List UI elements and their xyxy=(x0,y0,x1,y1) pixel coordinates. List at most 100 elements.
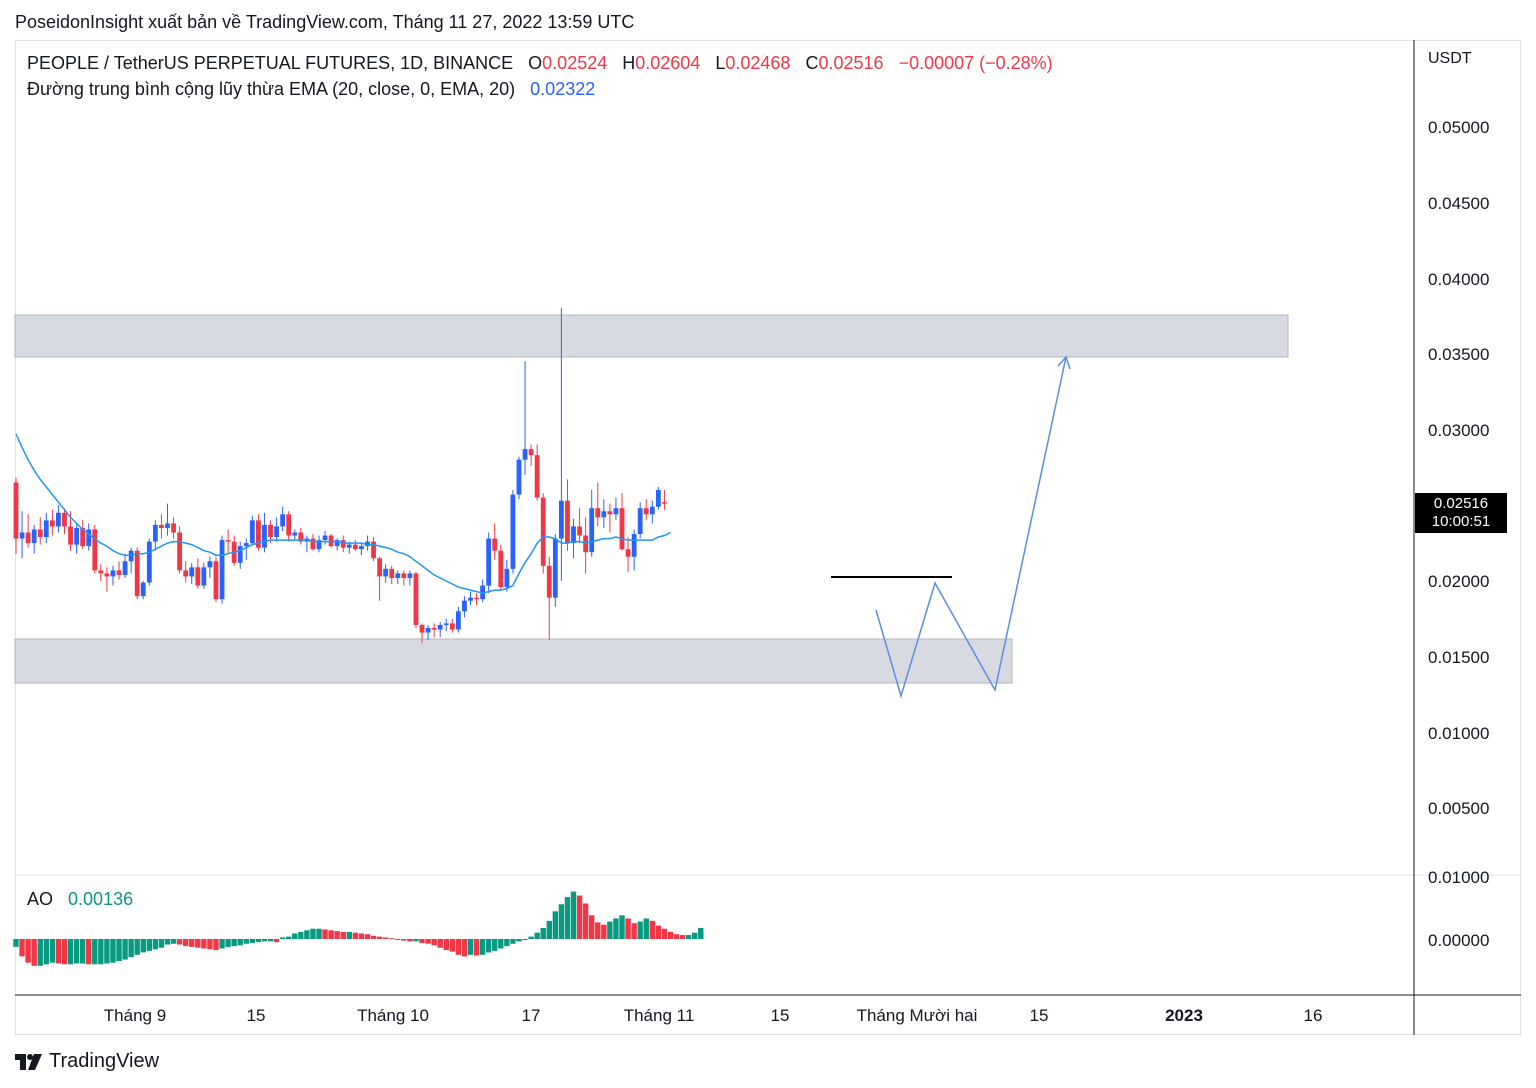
ao-bar xyxy=(195,939,201,948)
ao-bar xyxy=(407,939,413,942)
ao-bar xyxy=(55,939,62,964)
candle-body xyxy=(237,546,243,563)
time-tick: 15 xyxy=(1030,1006,1049,1025)
projection-path[interactable] xyxy=(875,356,1067,699)
ao-bar xyxy=(279,937,286,939)
ao-bar xyxy=(467,939,474,955)
time-tick: Tháng 11 xyxy=(624,1006,695,1025)
candle-body xyxy=(110,570,116,577)
ao-bar xyxy=(655,925,662,939)
candle-body xyxy=(352,544,358,550)
symbol-legend[interactable]: PEOPLE / TetherUS PERPETUAL FUTURES, 1D,… xyxy=(27,53,1053,74)
candle-body xyxy=(662,502,667,504)
ao-bar xyxy=(158,939,165,948)
candle-body xyxy=(419,624,425,633)
ao-bar xyxy=(582,903,589,939)
ao-bar xyxy=(304,930,310,939)
candle-body xyxy=(165,523,170,528)
ao-bar xyxy=(92,939,98,965)
ao-bar xyxy=(67,939,74,965)
ao-bar xyxy=(122,939,128,960)
candle-body xyxy=(31,529,37,544)
ao-value: 0.00136 xyxy=(68,889,134,909)
candle-body xyxy=(189,567,195,577)
ao-bar xyxy=(298,931,304,939)
support-zone[interactable] xyxy=(14,638,1013,684)
close-value: 0.02516 xyxy=(818,53,884,73)
candle-body xyxy=(146,541,152,583)
ao-bar xyxy=(504,939,510,947)
candle-body xyxy=(80,527,86,547)
ao-bar xyxy=(431,939,437,946)
candle-body xyxy=(637,508,643,535)
high-label: H xyxy=(622,53,636,73)
ao-bar xyxy=(382,937,389,939)
ao-bar xyxy=(601,924,607,939)
candle-body xyxy=(649,506,655,515)
price-tick: 0.02000 xyxy=(1428,572,1489,591)
candle-body xyxy=(13,482,19,539)
candle-body xyxy=(371,541,376,559)
candle-body xyxy=(122,561,128,575)
ao-bar xyxy=(589,915,595,939)
ao-bar xyxy=(310,928,316,939)
candle-body xyxy=(140,582,146,597)
ao-bar xyxy=(170,939,177,944)
candle-body xyxy=(413,573,419,625)
published-line: PoseidonInsight xuất bản về TradingView.… xyxy=(15,12,635,32)
ao-bar xyxy=(564,897,571,939)
ao-bar xyxy=(534,932,540,939)
ema-legend[interactable]: Đường trung bình cộng lũy thừa EMA (20, … xyxy=(27,79,595,100)
candle-body xyxy=(98,570,104,574)
ao-bar xyxy=(479,939,486,955)
candle-body xyxy=(128,550,134,562)
candle-body xyxy=(431,627,437,630)
ao-bar xyxy=(255,939,262,943)
ao-bar xyxy=(395,939,401,940)
ao-bar xyxy=(485,939,492,953)
candle-body xyxy=(486,538,492,586)
ema-value: 0.02322 xyxy=(530,79,596,99)
open-value: 0.02524 xyxy=(542,53,608,73)
ao-bar xyxy=(461,939,468,957)
ao-bar xyxy=(376,936,383,939)
price-axis[interactable]: 0.05000 0.04500 0.04000 0.03500 0.03000 … xyxy=(1428,118,1489,950)
candle-body xyxy=(74,527,79,545)
candle-body xyxy=(571,526,576,544)
ao-bar xyxy=(540,927,546,939)
resistance-zone[interactable] xyxy=(14,314,1289,358)
candle-body xyxy=(359,546,364,550)
candle-body xyxy=(92,529,98,571)
ao-label: AO xyxy=(27,889,54,909)
ao-bar xyxy=(19,939,25,957)
price-tick: 0.00500 xyxy=(1428,799,1489,818)
time-tick: Tháng Mười hai xyxy=(857,1006,978,1025)
low-value: 0.02468 xyxy=(725,53,791,73)
ao-bar xyxy=(340,931,346,939)
ao-bar xyxy=(37,939,43,966)
candle-body xyxy=(195,567,201,586)
candle-body xyxy=(86,529,92,547)
candle-body xyxy=(298,532,304,542)
ao-legend[interactable]: AO 0.00136 xyxy=(27,889,133,910)
price-tick: 0.01500 xyxy=(1428,648,1489,667)
ao-bar xyxy=(692,932,698,939)
ao-bar xyxy=(667,931,674,939)
candle-body xyxy=(383,568,389,577)
ao-bar xyxy=(492,939,498,951)
close-label: C xyxy=(805,53,819,73)
ao-bar xyxy=(49,939,56,963)
candle-body xyxy=(613,508,619,515)
candle-body xyxy=(43,520,49,538)
time-tick: Tháng 9 xyxy=(104,1006,166,1025)
candle-body xyxy=(256,520,261,548)
tradingview-logo[interactable]: TradingView xyxy=(15,1050,159,1073)
ao-bar xyxy=(267,939,274,942)
candle-body xyxy=(207,561,213,568)
candle-body xyxy=(540,497,546,566)
time-tick: 15 xyxy=(771,1006,790,1025)
candle-body xyxy=(516,459,522,495)
ao-bar xyxy=(243,939,249,944)
time-axis[interactable]: Tháng 9 15 Tháng 10 17 Tháng 11 15 Tháng… xyxy=(104,1006,1323,1025)
